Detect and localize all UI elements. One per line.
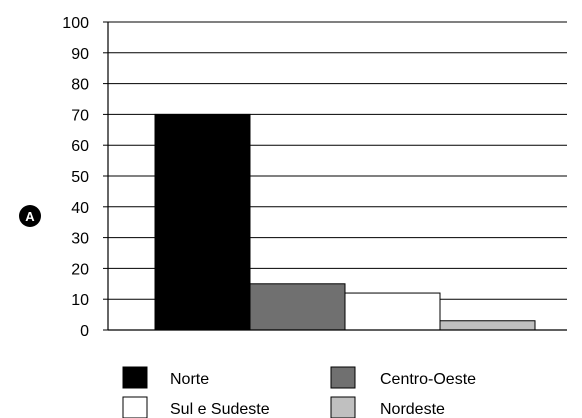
y-tick-label-0: 0	[80, 323, 89, 340]
y-tick-label-60: 60	[71, 138, 89, 155]
y-tick-label-50: 50	[71, 169, 89, 186]
legend-swatch-sul-e-sudeste	[122, 396, 148, 418]
panel-label-text: A	[25, 209, 35, 224]
y-tick-label-90: 90	[71, 46, 89, 63]
legend-swatch-centro-oeste	[330, 366, 356, 389]
legend-swatch-nordeste	[330, 396, 356, 418]
legend-label-centro-oeste: Centro-Oeste	[380, 371, 476, 388]
y-tick-label-20: 20	[71, 261, 89, 278]
y-tick-label-40: 40	[71, 200, 89, 217]
legend-label-norte: Norte	[170, 371, 209, 388]
panel-label-badge: A	[19, 205, 41, 227]
legend-label-nordeste: Nordeste	[380, 401, 445, 418]
bar-centro-oeste	[249, 283, 346, 331]
y-tick-label-80: 80	[71, 77, 89, 94]
y-axis-ticks: 0 10 20 30 40 50 60 70 80 90 100	[62, 15, 89, 340]
bar-nordeste	[439, 320, 536, 331]
bar-sul-e-sudeste	[344, 292, 441, 331]
y-tick-label-30: 30	[71, 231, 89, 248]
legend: Norte Centro-Oeste Sul e Sudeste Nordeste	[122, 366, 476, 418]
legend-swatch-norte	[122, 366, 148, 389]
panel-label-circle	[19, 205, 41, 227]
axes	[107, 22, 567, 331]
bar-norte	[154, 113, 251, 331]
bars	[154, 113, 536, 331]
legend-label-sul-e-sudeste: Sul e Sudeste	[170, 401, 270, 418]
y-tick-label-10: 10	[71, 292, 89, 309]
y-tick-label-100: 100	[62, 15, 89, 32]
y-tick-label-70: 70	[71, 107, 89, 124]
